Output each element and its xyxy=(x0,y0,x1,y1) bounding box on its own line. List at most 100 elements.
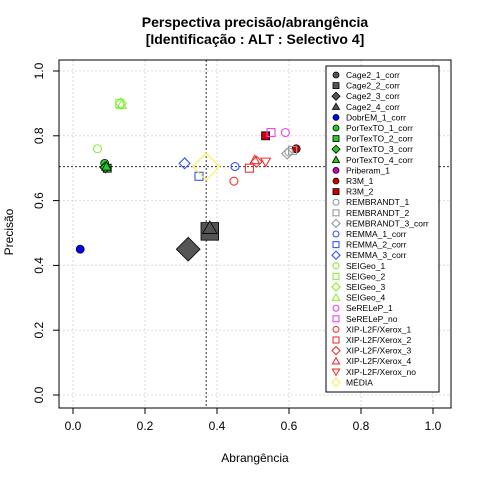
x-tick-label: 0.8 xyxy=(353,419,370,433)
legend-marker xyxy=(331,356,341,365)
legend-entry: XIP-L2F/Xerox_2 xyxy=(332,335,411,345)
legend-label: SEIGeo_1 xyxy=(346,261,385,271)
marker xyxy=(244,163,254,173)
legend-marker xyxy=(332,82,340,89)
legend-entry: R3M_2 xyxy=(332,187,374,197)
legend-marker xyxy=(332,124,340,132)
legend-label: SEIGeo_3 xyxy=(346,282,385,292)
legend-label: PorTexTO_2_corr xyxy=(346,134,413,144)
legend-marker xyxy=(331,155,341,163)
marker xyxy=(261,131,271,141)
data-point-XIP-L2F/Xerox_1 xyxy=(229,176,239,186)
legend-entry: SEIGeo_4 xyxy=(331,293,385,303)
legend-marker xyxy=(331,345,341,356)
data-point-REMMA_3_corr xyxy=(178,157,191,170)
legend-label: Cage2_1_corr xyxy=(346,70,400,80)
legend-marker xyxy=(332,262,340,270)
legend-label: REMBRANDT_3_corr xyxy=(346,218,429,228)
legend-entry: SeRELeP_no xyxy=(332,314,398,324)
legend-entry: REMMA_2_corr xyxy=(332,240,407,250)
y-tick-label: 1.0 xyxy=(32,62,46,79)
legend-marker xyxy=(331,250,341,261)
legend-label: PorTexTO_4_corr xyxy=(346,155,413,165)
legend-marker xyxy=(331,377,341,388)
marker xyxy=(266,128,276,138)
legend-label: PorTexTO_3_corr xyxy=(346,144,413,154)
marker xyxy=(259,157,272,168)
data-point-SEIGeo_1 xyxy=(92,144,103,154)
legend-marker xyxy=(332,177,340,185)
legend-entry: PorTexTO_3_corr xyxy=(331,144,413,154)
legend-label: SeRELeP_1 xyxy=(346,303,393,313)
legend-marker xyxy=(331,102,341,110)
legend-entry: REMBRANDT_2 xyxy=(332,208,410,218)
legend-marker xyxy=(331,218,341,229)
legend-label: REMMA_2_corr xyxy=(346,240,407,250)
marker xyxy=(191,152,221,181)
data-point-XIP-L2F/Xerox_no xyxy=(259,157,272,168)
data-point-SEIGeo_4 xyxy=(115,99,128,110)
legend-marker xyxy=(332,114,340,121)
legend-entry: Cage2_3_corr xyxy=(331,91,400,101)
marker xyxy=(178,157,191,170)
legend: Cage2_1_corrCage2_2_corrCage2_3_corrCage… xyxy=(325,65,440,393)
legend-entry: SEIGeo_2 xyxy=(332,271,385,281)
legend-marker xyxy=(332,230,340,238)
legend-entry: DobrEM_1_corr xyxy=(332,112,406,122)
data-point-REMBRANDT_3_corr xyxy=(281,147,294,160)
legend-marker xyxy=(332,272,340,280)
marker xyxy=(100,160,112,171)
legend-label: REMMA_3_corr xyxy=(346,250,407,260)
legend-label: Cage2_2_corr xyxy=(346,81,400,91)
legend-entry: Cage2_1_corr xyxy=(332,70,400,80)
legend-marker xyxy=(332,241,340,249)
legend-entry: Cage2_4_corr xyxy=(331,102,400,112)
legend-marker xyxy=(332,304,340,312)
legend-marker xyxy=(331,144,341,154)
legend-entry: Priberam_1 xyxy=(332,165,390,175)
legend-entry: PorTexTO_4_corr xyxy=(331,155,413,165)
x-axis-label: Abrangência xyxy=(221,451,289,465)
marker xyxy=(175,236,201,262)
marker xyxy=(201,220,218,234)
legend-marker xyxy=(331,282,341,292)
legend-entry: SeRELeP_1 xyxy=(332,303,393,313)
y-tick-label: 0.0 xyxy=(32,386,46,403)
data-point-XIP-L2F/Xerox_3 xyxy=(250,155,263,168)
legend-entry: XIP-L2F/Xerox_1 xyxy=(332,324,411,334)
legend-label: Priberam_1 xyxy=(346,165,390,175)
legend-label: DobrEM_1_corr xyxy=(346,112,406,122)
data-point-DobrEM_1_corr xyxy=(75,244,85,254)
data-point-REMMA_1_corr xyxy=(230,162,240,172)
data-point-Cage2_3_corr xyxy=(175,236,201,262)
legend-marker xyxy=(332,166,340,174)
legend-label: PorTexTO_1_corr xyxy=(346,123,413,133)
legend-label: XIP-L2F/Xerox_3 xyxy=(346,346,411,356)
legend-label: XIP-L2F/Xerox_no xyxy=(346,367,416,377)
x-tick-label: 0.0 xyxy=(65,419,82,433)
legend-label: SEIGeo_2 xyxy=(346,271,385,281)
marker xyxy=(250,155,263,168)
legend-entry: R3M_1 xyxy=(332,176,374,186)
y-tick-label: 0.4 xyxy=(32,257,46,274)
legend-marker xyxy=(332,315,340,323)
data-point-SeRELeP_no xyxy=(266,128,276,138)
legend-entry: SEIGeo_3 xyxy=(331,282,385,292)
x-tick-label: 0.6 xyxy=(281,419,298,433)
y-axis-label: Precisão xyxy=(2,208,16,255)
legend-label: REMBRANDT_2 xyxy=(346,208,410,218)
y-tick-label: 0.8 xyxy=(32,127,46,144)
legend-label: XIP-L2F/Xerox_2 xyxy=(346,335,411,345)
data-points xyxy=(75,97,301,262)
marker xyxy=(230,162,240,172)
legend-label: REMBRANDT_1 xyxy=(346,197,410,207)
legend-label: XIP-L2F/Xerox_4 xyxy=(346,356,411,366)
legend-label: REMMA_1_corr xyxy=(346,229,407,239)
marker xyxy=(281,147,294,160)
legend-marker xyxy=(332,336,340,344)
x-tick-label: 0.2 xyxy=(137,419,154,433)
legend-entry: REMBRANDT_3_corr xyxy=(331,218,429,229)
marker xyxy=(115,99,128,110)
y-tick-label: 0.2 xyxy=(32,322,46,339)
legend-entry: MÉDIA xyxy=(331,377,373,388)
